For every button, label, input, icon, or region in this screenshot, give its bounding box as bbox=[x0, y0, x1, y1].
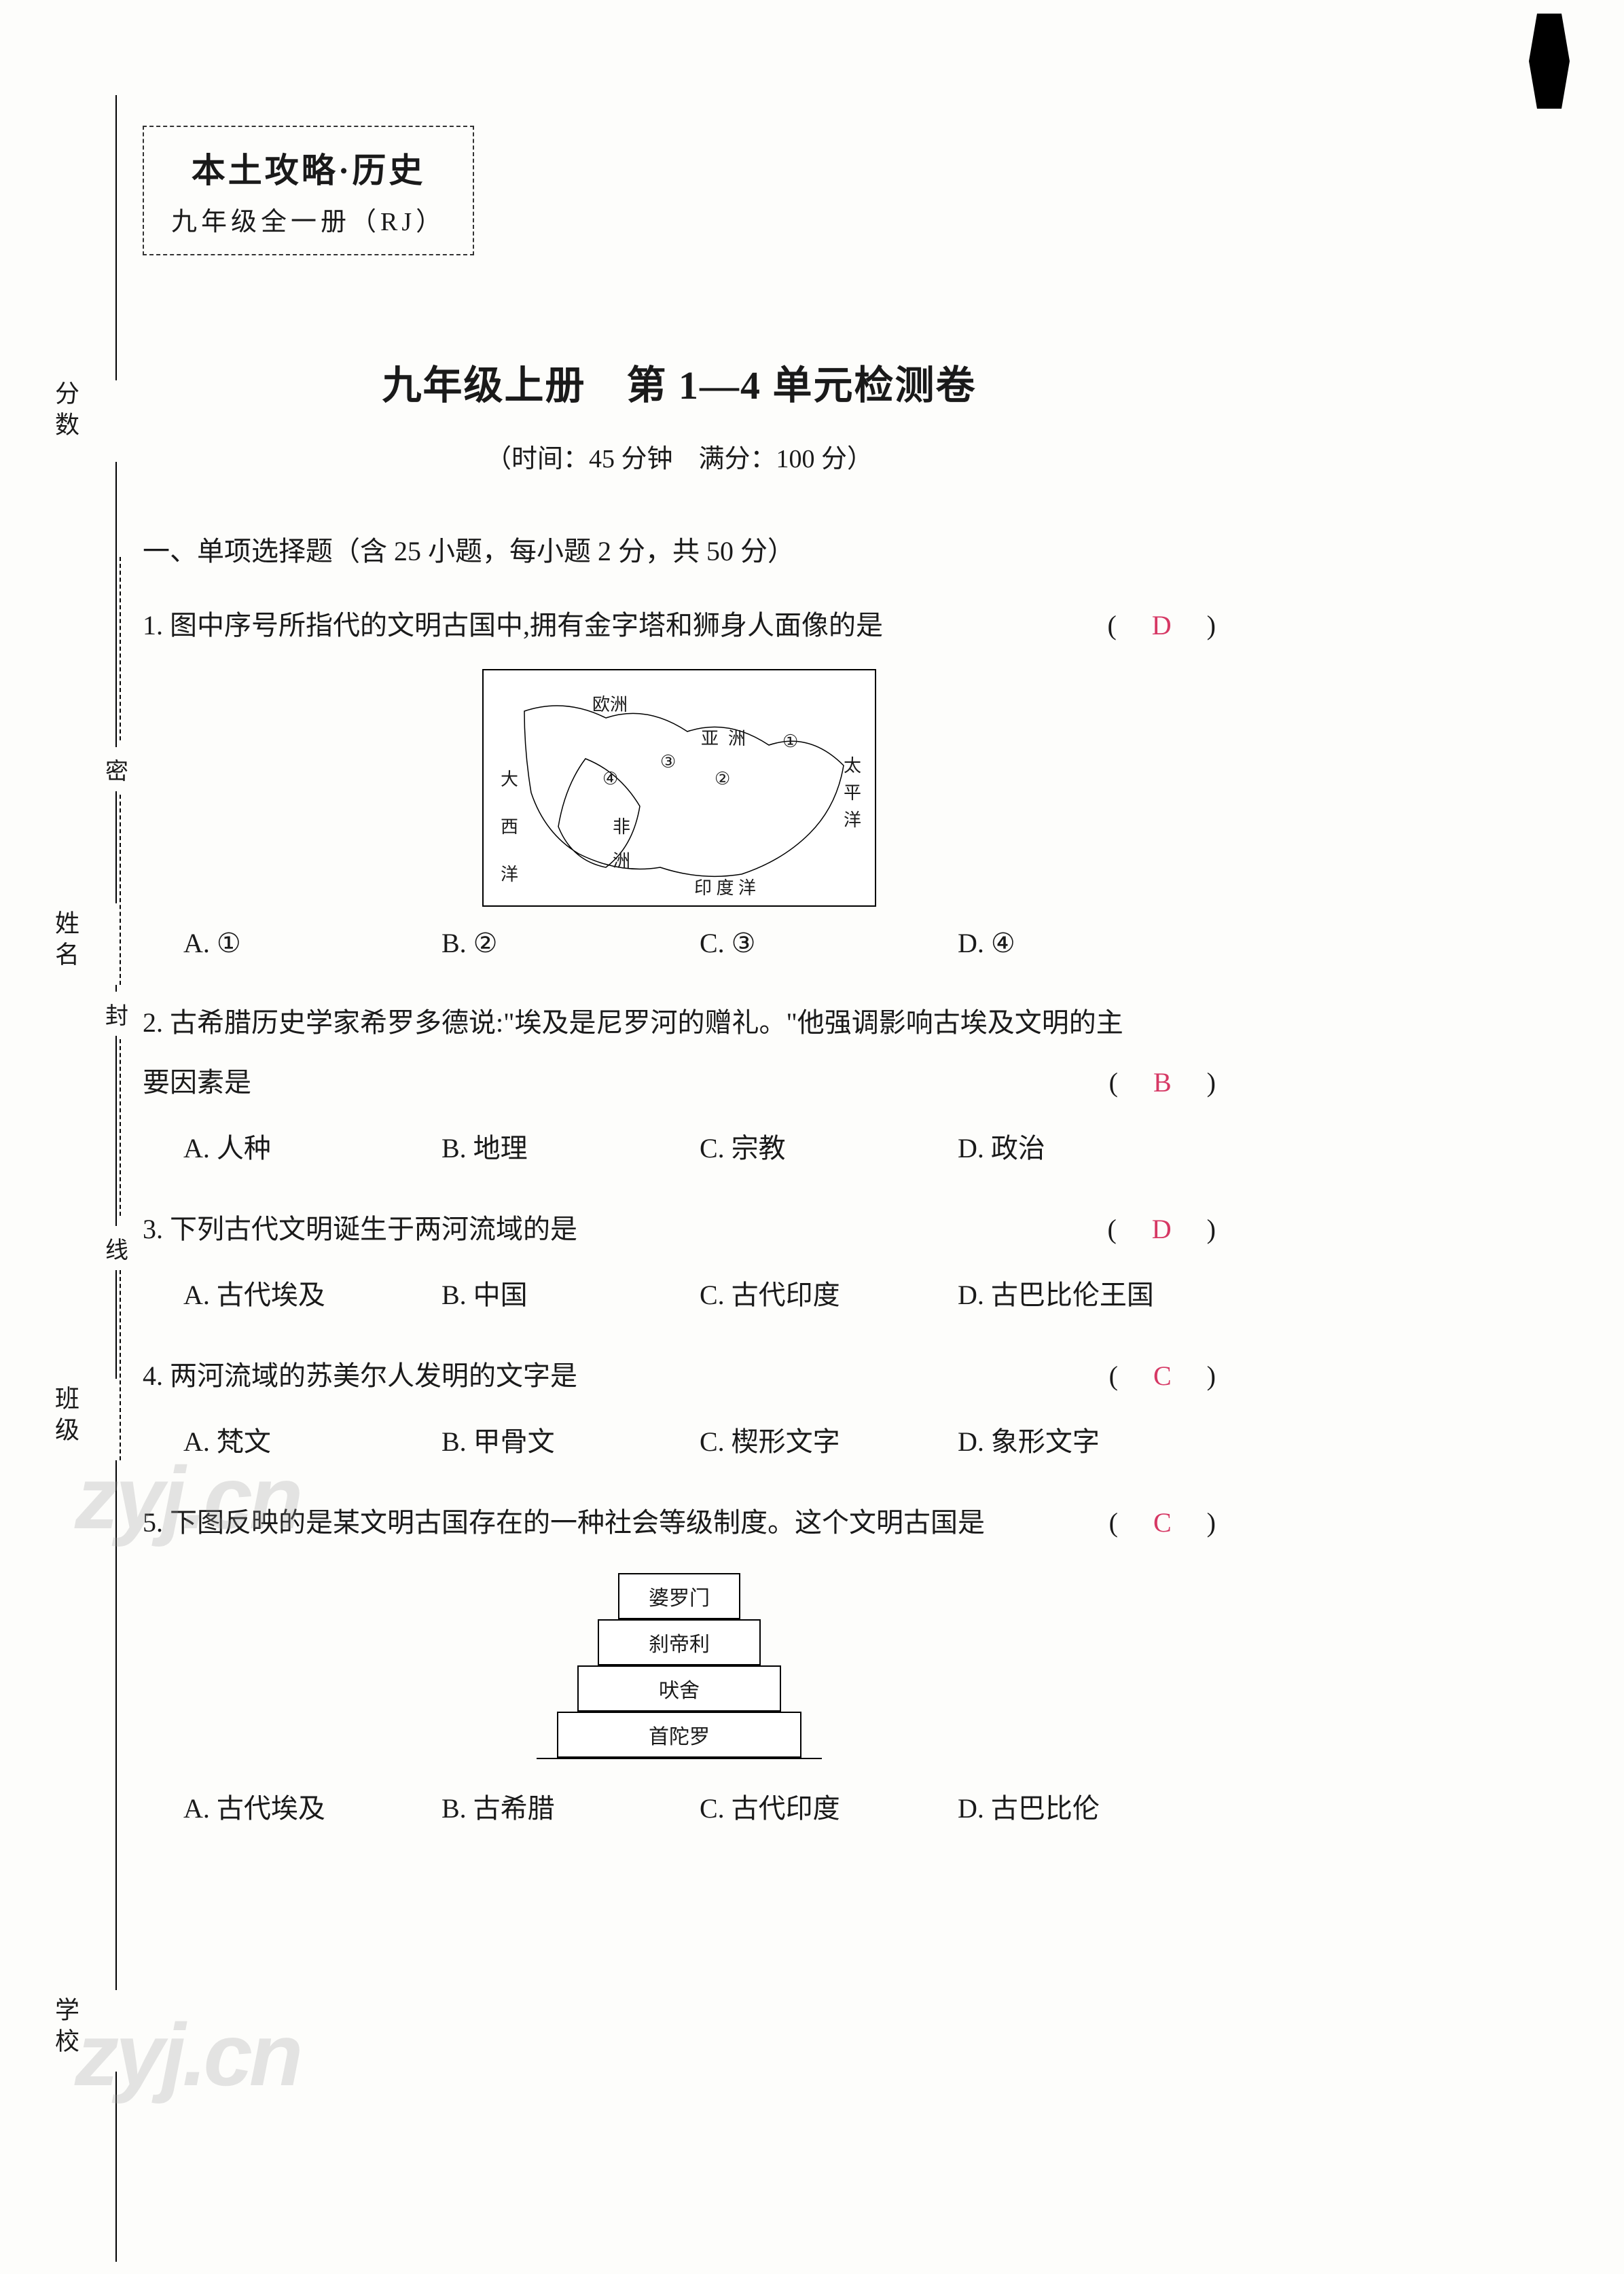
seal-mi: 密 bbox=[105, 747, 128, 791]
answer-letter: D bbox=[1144, 1214, 1180, 1244]
label-score: 分数 bbox=[48, 380, 83, 443]
option: D. ④ bbox=[958, 927, 1216, 959]
pyramid-level: 婆罗门 bbox=[618, 1573, 740, 1619]
seal-xian: 线 bbox=[105, 1226, 128, 1270]
questions-container: 1. 图中序号所指代的文明古国中,拥有金字塔和狮身人面像的是( D )欧洲亚洲①… bbox=[143, 596, 1216, 1826]
map-label: ④ bbox=[602, 769, 618, 789]
sidebar: 分数 姓名 班级 学校 密 封 线 bbox=[34, 95, 115, 2201]
question-text: 2. 古希腊历史学家希罗多德说:"埃及是尼罗河的赠礼。"他强调影响古埃及文明的主… bbox=[143, 993, 1216, 1113]
option: C. 古代印度 bbox=[700, 1273, 958, 1312]
option: B. 中国 bbox=[441, 1273, 700, 1312]
map-label: 印 度 洋 bbox=[694, 874, 756, 899]
pyramid-level: 刹帝利 bbox=[598, 1619, 761, 1665]
option: B. 古希腊 bbox=[441, 1786, 700, 1826]
vline bbox=[115, 985, 117, 1379]
map-label: 西 bbox=[501, 813, 518, 838]
option: A. ① bbox=[183, 927, 441, 959]
answer-letter: D bbox=[1144, 610, 1180, 640]
pyramid-base bbox=[537, 1758, 822, 1759]
header-title: 本土攻略·历史 bbox=[171, 143, 446, 192]
corner-mark bbox=[1529, 14, 1570, 109]
label-class: 班级 bbox=[48, 1386, 83, 1448]
option: D. 古巴比伦王国 bbox=[958, 1273, 1216, 1312]
map-label: 非 bbox=[613, 813, 630, 838]
map-figure: 欧洲亚洲①②③④大西洋非洲印 度 洋太平洋 bbox=[482, 669, 876, 907]
options-row: A. 梵文B. 甲骨文C. 楔形文字D. 象形文字 bbox=[143, 1420, 1216, 1459]
vline-dashed bbox=[120, 557, 121, 740]
map-label: 太 bbox=[844, 752, 861, 777]
map-label: ② bbox=[715, 769, 730, 789]
options-row: A. 古代埃及B. 中国C. 古代印度D. 古巴比伦王国 bbox=[143, 1273, 1216, 1312]
answer-paren: ( D ) bbox=[1107, 596, 1216, 655]
option: D. 古巴比伦 bbox=[958, 1786, 1216, 1826]
options-row: A. 人种B. 地理C. 宗教D. 政治 bbox=[143, 1126, 1216, 1166]
question-text: 1. 图中序号所指代的文明古国中,拥有金字塔和狮身人面像的是 bbox=[143, 596, 1216, 655]
header-subtitle: 九年级全一册（RJ） bbox=[171, 200, 446, 238]
option: A. 古代埃及 bbox=[183, 1273, 441, 1312]
map-label: 洲 bbox=[728, 725, 746, 750]
option: C. 楔形文字 bbox=[700, 1420, 958, 1459]
question-text: 3. 下列古代文明诞生于两河流域的是 bbox=[143, 1199, 1216, 1259]
question: 1. 图中序号所指代的文明古国中,拥有金字塔和狮身人面像的是( D ) bbox=[143, 596, 1216, 655]
question-text: 4. 两河流域的苏美尔人发明的文字是 bbox=[143, 1346, 1216, 1406]
option: B. ② bbox=[441, 927, 700, 959]
answer-letter: C bbox=[1145, 1360, 1180, 1391]
answer-letter: B bbox=[1145, 1067, 1180, 1098]
map-svg bbox=[484, 670, 878, 908]
option: A. 梵文 bbox=[183, 1420, 441, 1459]
question: 3. 下列古代文明诞生于两河流域的是( D ) bbox=[143, 1199, 1216, 1259]
options-row: A. 古代埃及B. 古希腊C. 古代印度D. 古巴比伦 bbox=[143, 1786, 1216, 1826]
answer-letter: C bbox=[1145, 1507, 1180, 1538]
vline-dashed bbox=[120, 1039, 121, 1216]
option: C. 古代印度 bbox=[700, 1786, 958, 1826]
map-label: 大 bbox=[501, 765, 518, 791]
options-row: A. ①B. ②C. ③D. ④ bbox=[143, 927, 1216, 959]
header-box: 本土攻略·历史 九年级全一册（RJ） bbox=[143, 126, 474, 255]
map-label: ① bbox=[782, 732, 798, 752]
label-name: 姓名 bbox=[48, 910, 83, 973]
option: B. 甲骨文 bbox=[441, 1420, 700, 1459]
map-label: 洋 bbox=[501, 861, 518, 886]
pyramid-level: 首陀罗 bbox=[557, 1712, 801, 1758]
map-label: 欧洲 bbox=[592, 691, 628, 716]
vline-dashed bbox=[120, 795, 121, 985]
seal-feng: 封 bbox=[105, 992, 128, 1036]
question: 4. 两河流域的苏美尔人发明的文字是( C ) bbox=[143, 1346, 1216, 1406]
option: D. 象形文字 bbox=[958, 1420, 1216, 1459]
vline bbox=[115, 95, 117, 380]
map-label: 亚 bbox=[701, 725, 719, 750]
vline bbox=[115, 1460, 117, 1990]
label-school: 学校 bbox=[48, 1997, 83, 2059]
option: B. 地理 bbox=[441, 1126, 700, 1166]
vline bbox=[115, 2072, 117, 2262]
answer-paren: ( C ) bbox=[1109, 1493, 1216, 1553]
option: C. 宗教 bbox=[700, 1126, 958, 1166]
vline bbox=[115, 462, 117, 903]
pyramid-figure: 婆罗门刹帝利吠舍首陀罗 bbox=[537, 1573, 822, 1759]
answer-paren: ( B ) bbox=[1109, 1053, 1216, 1113]
content: 九年级上册 第 1—4 单元检测卷 （时间：45 分钟 满分：100 分） 一、… bbox=[143, 353, 1216, 1860]
vline-dashed bbox=[120, 1270, 121, 1460]
option: A. 人种 bbox=[183, 1126, 441, 1166]
pyramid-level: 吠舍 bbox=[577, 1665, 781, 1712]
section-title: 一、单项选择题（含 25 小题，每小题 2 分，共 50 分） bbox=[143, 529, 1216, 568]
question: 5. 下图反映的是某文明古国存在的一种社会等级制度。这个文明古国是( C ) bbox=[143, 1493, 1216, 1553]
main-title: 九年级上册 第 1—4 单元检测卷 bbox=[143, 353, 1216, 410]
question-text: 5. 下图反映的是某文明古国存在的一种社会等级制度。这个文明古国是 bbox=[143, 1493, 1216, 1553]
map-label: 洋 bbox=[844, 806, 861, 831]
answer-paren: ( C ) bbox=[1109, 1346, 1216, 1406]
map-label: 平 bbox=[844, 779, 861, 804]
time-info: （时间：45 分钟 满分：100 分） bbox=[143, 437, 1216, 475]
answer-paren: ( D ) bbox=[1107, 1199, 1216, 1259]
option: D. 政治 bbox=[958, 1126, 1216, 1166]
map-label: ③ bbox=[660, 752, 676, 772]
option: C. ③ bbox=[700, 927, 958, 959]
map-label: 洲 bbox=[613, 847, 630, 872]
question: 2. 古希腊历史学家希罗多德说:"埃及是尼罗河的赠礼。"他强调影响古埃及文明的主… bbox=[143, 993, 1216, 1113]
option: A. 古代埃及 bbox=[183, 1786, 441, 1826]
